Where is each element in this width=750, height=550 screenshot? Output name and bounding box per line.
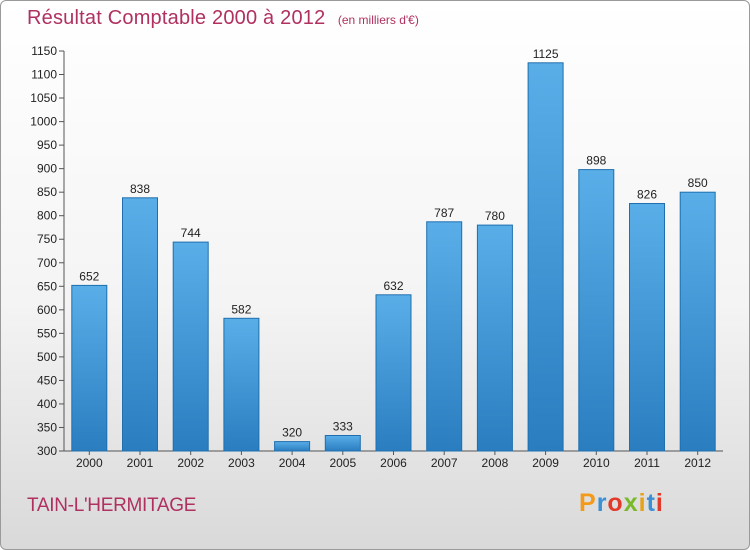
logo-letter: i — [638, 489, 647, 517]
bar-2000 — [71, 284, 108, 452]
y-tick-label: 400 — [37, 397, 57, 411]
x-tick-label-2011: 2011 — [634, 456, 660, 470]
x-tick-label-2005: 2005 — [329, 456, 356, 470]
y-tick-label: 1150 — [31, 44, 57, 58]
data-label-2006: 632 — [383, 279, 403, 293]
logo-letter: o — [607, 489, 624, 517]
y-tick-label: 1050 — [30, 91, 57, 105]
bar-2001 — [122, 197, 158, 452]
proxiti-logo: Proxiti — [579, 489, 664, 518]
y-tick-label: 300 — [37, 444, 57, 458]
x-tick-label-2010: 2010 — [583, 456, 610, 470]
x-tick-label-2008: 2008 — [482, 456, 509, 470]
logo-letter: i — [655, 489, 664, 517]
x-tick-label-2004: 2004 — [279, 456, 306, 470]
data-labels: 652 838 744 582 320 333 632 787 780 1125 898 826 850 — [79, 47, 708, 440]
bar-2012 — [679, 191, 716, 452]
data-label-2010: 898 — [586, 154, 606, 168]
y-tick-label: 450 — [37, 373, 57, 387]
y-tick-label: 750 — [37, 232, 57, 246]
data-label-2000: 652 — [79, 269, 99, 283]
data-label-2009: 1125 — [533, 47, 559, 61]
y-tick-label: 800 — [37, 209, 57, 223]
bar-2007 — [426, 221, 463, 452]
bar-2003 — [223, 317, 260, 452]
x-tick-label-2006: 2006 — [380, 456, 407, 470]
x-tick-label-2002: 2002 — [177, 456, 204, 470]
x-axis: 2000 2001 2002 2003 2004 2005 2006 2007 2008 2009… — [64, 450, 723, 470]
y-tick-label: 700 — [37, 256, 57, 270]
y-tick-label: 600 — [37, 303, 57, 317]
logo-letter: r — [596, 489, 608, 517]
y-tick-label: 550 — [37, 326, 57, 340]
y-tick-label: 500 — [37, 350, 57, 364]
logo-letter: P — [579, 489, 597, 517]
bar-2010 — [578, 169, 615, 452]
bar-2008 — [476, 224, 513, 452]
bar-2011 — [629, 203, 665, 452]
title-row: Résultat Comptable 2000 à 2012 (en milli… — [27, 7, 419, 30]
logo-letter: x — [623, 489, 639, 517]
bar-2009 — [527, 62, 564, 452]
location-name: TAIN-L'HERMITAGE — [27, 495, 197, 516]
data-label-2003: 582 — [231, 302, 251, 316]
chart-unit: (en milliers d'€) — [337, 13, 419, 27]
data-label-2004: 320 — [282, 426, 302, 440]
y-tick-label: 1000 — [30, 115, 57, 129]
data-label-2005: 333 — [333, 420, 353, 434]
x-tick-label-2000: 2000 — [76, 456, 103, 470]
y-tick-label: 1100 — [31, 68, 57, 82]
y-tick-label: 900 — [37, 162, 57, 176]
x-tick-label-2009: 2009 — [532, 456, 559, 470]
y-axis: 300 350 400 450 500 550 600 650 700 750 800 850 900 9… — [30, 44, 65, 458]
x-tick-label-2007: 2007 — [431, 456, 458, 470]
data-label-2008: 780 — [485, 209, 505, 223]
bar-2005 — [324, 435, 361, 452]
bar-2006 — [375, 294, 412, 452]
data-label-2002: 744 — [181, 226, 201, 240]
data-label-2012: 850 — [688, 176, 708, 190]
bar-2002 — [172, 241, 209, 452]
data-label-2001: 838 — [130, 182, 150, 196]
y-tick-label: 650 — [37, 279, 57, 293]
y-tick-label: 350 — [37, 420, 57, 434]
y-tick-label: 850 — [37, 185, 57, 199]
chart-title: Résultat Comptable 2000 à 2012 — [27, 7, 326, 29]
x-tick-label-2001: 2001 — [127, 456, 154, 470]
x-tick-label-2012: 2012 — [684, 456, 711, 470]
data-label-2011: 826 — [637, 188, 657, 202]
bars — [71, 62, 716, 452]
data-label-2007: 787 — [434, 206, 454, 220]
logo-letter: t — [646, 489, 656, 517]
y-tick-label: 950 — [37, 138, 57, 152]
x-tick-label-2003: 2003 — [228, 456, 255, 470]
bar-2004 — [274, 441, 311, 452]
